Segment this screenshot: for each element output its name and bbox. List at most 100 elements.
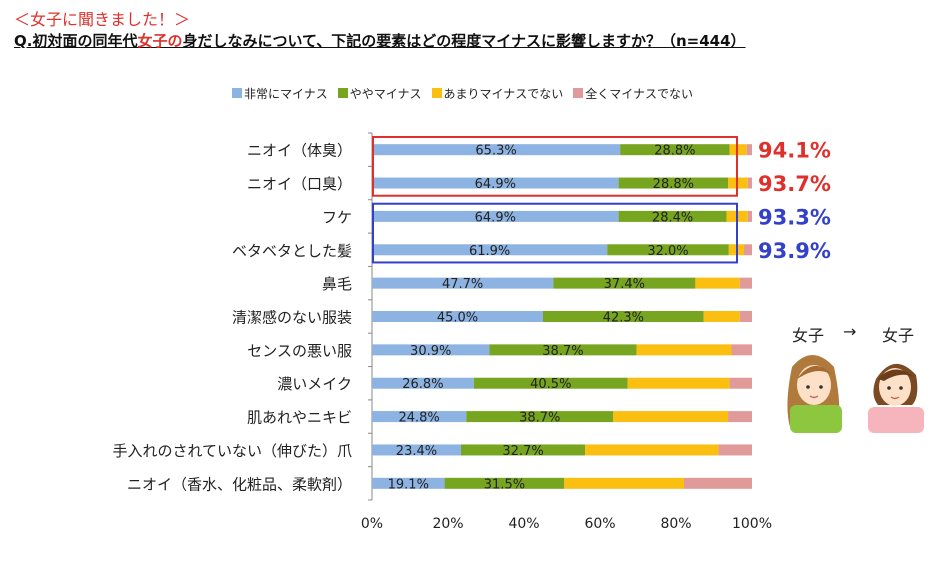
legend-swatch bbox=[431, 88, 442, 98]
bar-segment bbox=[618, 210, 727, 222]
illustration-arrow: → bbox=[843, 322, 857, 341]
data-label: 40.5% bbox=[530, 377, 571, 392]
illustration bbox=[787, 355, 924, 433]
data-label: 31.5% bbox=[484, 477, 525, 492]
category-label: フケ bbox=[322, 208, 352, 226]
data-label: 38.7% bbox=[519, 411, 560, 426]
bar-segment bbox=[460, 444, 586, 456]
bar-segment bbox=[703, 311, 740, 322]
x-tick-label: 20% bbox=[432, 516, 463, 532]
bar-segment bbox=[613, 411, 729, 423]
legend-item: あまりマイナスでない bbox=[431, 85, 564, 102]
chart-legend: 非常にマイナス ややマイナス あまりマイナスでない 全くマイナスでない bbox=[232, 85, 697, 101]
bar-segment bbox=[718, 444, 752, 456]
bar-segment bbox=[683, 477, 752, 489]
bar-segment bbox=[636, 344, 732, 356]
total-label: 93.7% bbox=[758, 172, 831, 196]
legend-label: 全くマイナスでない bbox=[585, 86, 694, 101]
bar-segment bbox=[729, 144, 747, 156]
bar-segment bbox=[372, 344, 490, 356]
bar-segment bbox=[739, 277, 752, 289]
data-label: 28.4% bbox=[652, 210, 693, 225]
x-tick-label: 80% bbox=[660, 516, 691, 532]
bar-segment bbox=[618, 177, 729, 189]
data-label: 61.9% bbox=[469, 244, 510, 259]
illustration-label-left: 女子 bbox=[792, 326, 825, 345]
question-suffix: 身だしなみについて、下記の要素はどの程度マイナスに影響しますか？（n=444） bbox=[182, 32, 746, 50]
data-label: 37.4% bbox=[604, 277, 645, 292]
question-highlight: 女子の bbox=[137, 32, 183, 50]
category-label: ニオイ（香水、化粧品、柔軟剤） bbox=[127, 475, 352, 493]
data-label: 24.8% bbox=[398, 411, 439, 426]
bar-segment bbox=[553, 277, 696, 289]
category-label: ニオイ（口臭） bbox=[247, 175, 352, 193]
category-label: センスの悪い服 bbox=[247, 342, 352, 360]
data-label: 47.7% bbox=[442, 277, 483, 292]
bar-segment bbox=[729, 377, 752, 389]
data-label: 65.3% bbox=[475, 144, 516, 159]
data-label: 64.9% bbox=[475, 210, 516, 225]
legend-item: 非常にマイナス bbox=[232, 85, 328, 102]
legend-swatch bbox=[573, 88, 584, 98]
data-label: 32.0% bbox=[647, 244, 688, 259]
category-label: ニオイ（体臭） bbox=[247, 142, 352, 160]
bar-segment bbox=[731, 344, 752, 356]
bar-segment bbox=[607, 244, 729, 256]
category-label: ベタベタとした髪 bbox=[232, 242, 352, 260]
data-label: 28.8% bbox=[654, 144, 695, 159]
x-tick-label: 40% bbox=[508, 516, 539, 532]
bar-segment bbox=[747, 210, 752, 222]
highlight-box bbox=[372, 202, 738, 264]
bar-segment bbox=[372, 244, 608, 256]
bar-segment bbox=[564, 477, 684, 489]
legend-item: ややマイナス bbox=[337, 85, 422, 102]
bar-segment bbox=[695, 277, 740, 289]
header-tag: ＜女子に聞きました！＞ bbox=[14, 10, 191, 29]
bar-segment bbox=[466, 411, 614, 423]
category-label: 肌あれやニキビ bbox=[247, 409, 352, 427]
category-label: 濃いメイク bbox=[277, 375, 352, 393]
bar-segment bbox=[728, 411, 752, 423]
legend-swatch bbox=[337, 88, 348, 98]
bar-segment bbox=[627, 377, 730, 389]
woman-short-hair-icon bbox=[868, 363, 924, 433]
x-tick-label: 100% bbox=[732, 516, 772, 532]
bar-segment bbox=[585, 444, 719, 456]
legend-label: 非常にマイナス bbox=[244, 86, 328, 101]
bar-segment bbox=[372, 177, 619, 189]
legend-label: あまりマイナスでない bbox=[443, 86, 564, 101]
category-label: 鼻毛 bbox=[322, 275, 352, 293]
data-label: 26.8% bbox=[402, 377, 443, 392]
data-label: 23.4% bbox=[396, 444, 437, 459]
bar-segment bbox=[372, 210, 619, 222]
data-label: 64.9% bbox=[475, 177, 516, 192]
category-label: 手入れのされていない（伸びた）爪 bbox=[112, 442, 352, 460]
bar-segment bbox=[473, 377, 628, 389]
bar-segment bbox=[746, 144, 752, 156]
x-tick-label: 60% bbox=[584, 516, 615, 532]
bar-segment bbox=[543, 311, 704, 322]
illustration-label-right: 女子 bbox=[882, 326, 915, 345]
data-label: 42.3% bbox=[603, 311, 644, 326]
bar-segment bbox=[372, 377, 474, 389]
legend-label: ややマイナス bbox=[349, 86, 422, 101]
data-label: 28.8% bbox=[653, 177, 694, 192]
category-label: 清潔感のない服装 bbox=[232, 309, 352, 327]
bar-segment bbox=[747, 177, 752, 189]
legend-item: 全くマイナスでない bbox=[573, 85, 693, 102]
bar-segment bbox=[444, 477, 565, 489]
woman-long-hair-icon bbox=[787, 355, 842, 433]
data-label: 45.0% bbox=[437, 311, 478, 326]
bar-segment bbox=[372, 144, 621, 156]
question-title: Q.初対面の同年代女子の身だしなみについて、下記の要素はどの程度マイナスに影響し… bbox=[14, 30, 864, 51]
total-label: 93.3% bbox=[758, 205, 831, 229]
data-label: 38.7% bbox=[542, 344, 583, 359]
bar-segment bbox=[620, 144, 730, 156]
data-label: 32.7% bbox=[502, 444, 543, 459]
bar-segment bbox=[744, 244, 752, 256]
bar-segment bbox=[372, 477, 445, 489]
data-label: 19.1% bbox=[388, 477, 429, 492]
bar-segment bbox=[372, 444, 461, 456]
bar-segment bbox=[739, 311, 752, 322]
legend-swatch bbox=[232, 88, 242, 98]
